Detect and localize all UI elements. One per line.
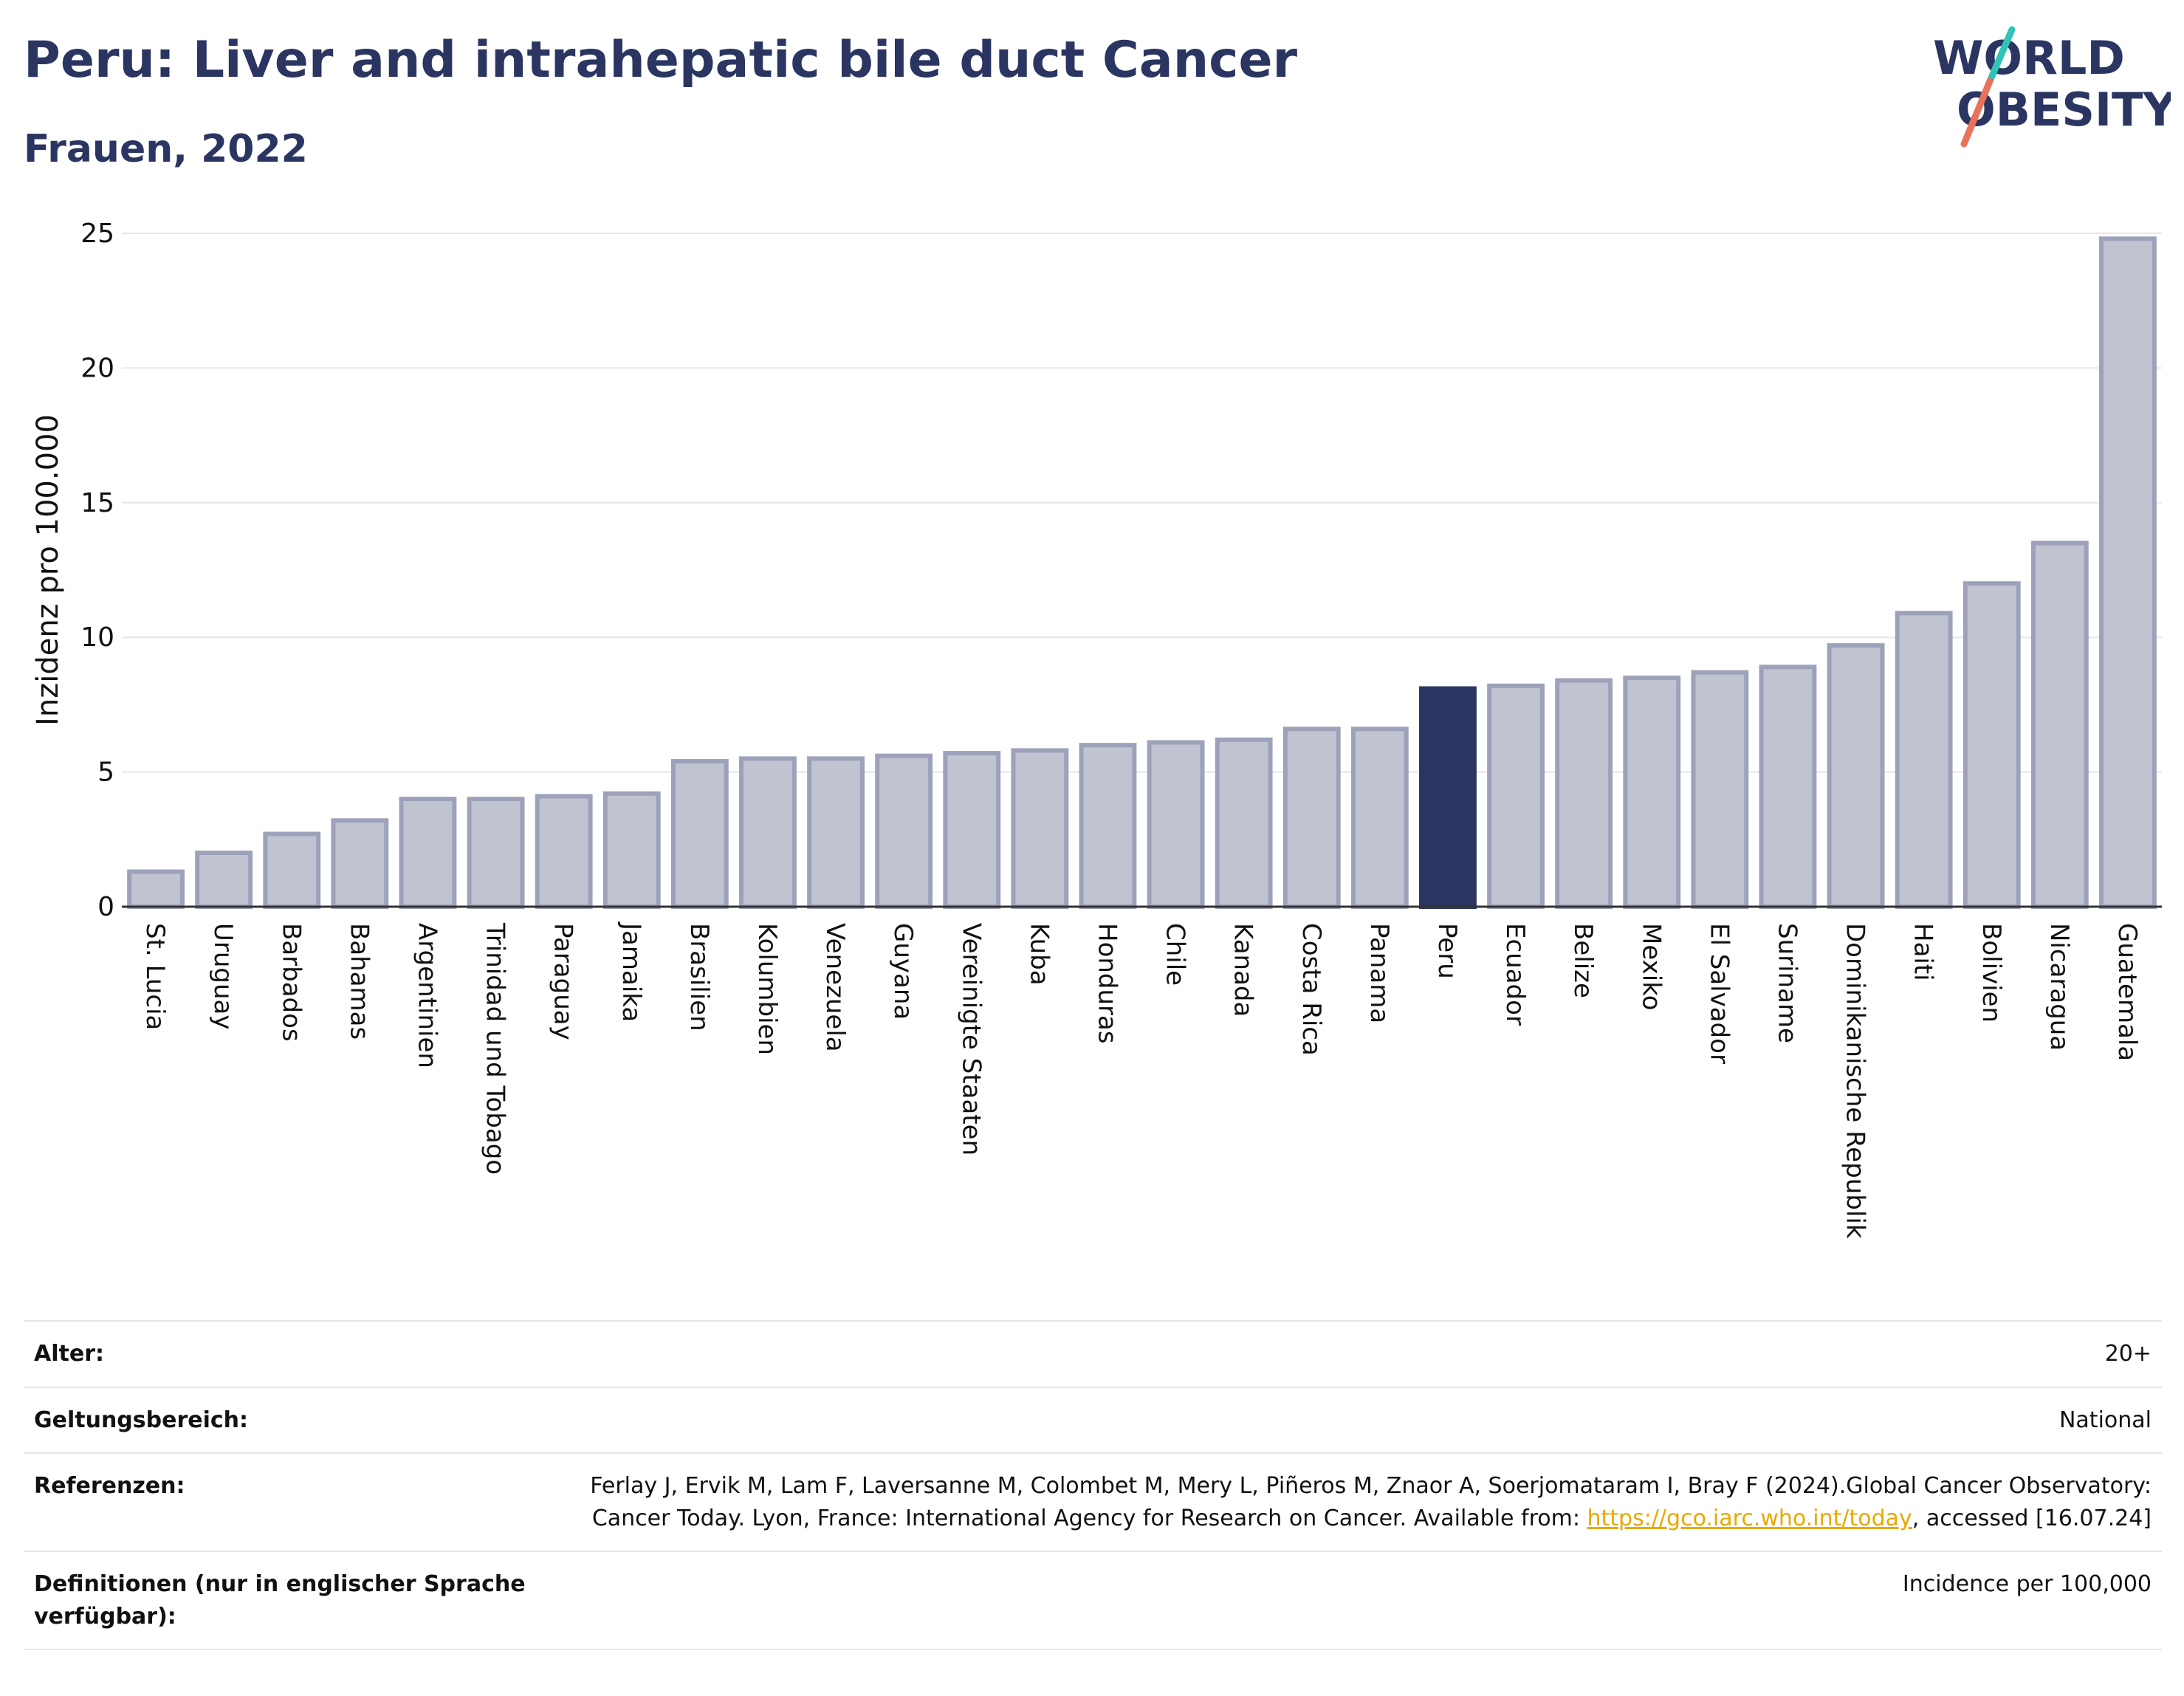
definitions-label: Definitionen (nur in englischer Sprache … (24, 1551, 561, 1650)
bar-brasilien (670, 759, 729, 910)
bar-belize (1555, 678, 1613, 909)
x-tick-label: Paraguay (549, 923, 578, 1040)
logo-slash-teal (1986, 26, 2016, 85)
x-tick-label: St. Lucia (140, 923, 170, 1030)
x-tick-label: Kolumbien (752, 923, 782, 1055)
y-axis-title: Inzidenz pro 100.000 (31, 414, 65, 726)
x-tick-label: Bolivien (1977, 923, 2006, 1023)
bar-uruguay (195, 851, 253, 910)
logo-slash-coral (1960, 78, 1994, 148)
bar-mexiko (1623, 675, 1681, 909)
bar-peru (1419, 686, 1477, 910)
info-row-age: Alter: 20+ (24, 1320, 2162, 1387)
x-tick-label: Barbados (276, 923, 306, 1042)
scope-value: National (561, 1386, 2162, 1453)
bar-bahamas (331, 818, 389, 910)
x-tick-label: Suriname (1772, 923, 1802, 1043)
bar-suriname (1759, 665, 1817, 909)
x-tick-label: Guyana (888, 923, 918, 1020)
bar-dominikanische-republik (1827, 643, 1885, 909)
bar-haiti (1895, 611, 1953, 909)
definitions-value: Incidence per 100,000 (561, 1551, 2162, 1650)
x-tick-label: Venezuela (820, 923, 850, 1052)
bars (127, 236, 2157, 910)
y-tick-label: 20 (80, 353, 114, 383)
bar-vereinigte-staaten (943, 751, 1001, 910)
y-tick-labels: 0 5 10 15 20 25 (80, 219, 114, 922)
references-label: Referenzen: (24, 1452, 561, 1551)
bar-bolivien (1962, 581, 2021, 909)
age-value: 20+ (561, 1320, 2162, 1387)
x-tick-label: Uruguay (208, 923, 238, 1030)
x-tick-label: Kuba (1024, 923, 1054, 986)
bar-chart: 0 5 10 15 20 25 St. Lucia Uruguay Barbados Baham… (31, 219, 2162, 1239)
x-tick-label: Dominikanische Republik (1841, 923, 1870, 1239)
x-tick-label: Jamaika (617, 921, 646, 1022)
bar-kuba (1011, 748, 1069, 910)
bar-venezuela (807, 756, 865, 909)
references-accessed: , accessed [16.07.24] (1912, 1505, 2152, 1531)
info-row-references: Referenzen: Ferlay J, Ervik M, Lam F, La… (24, 1452, 2162, 1551)
x-tick-label: Chile (1161, 923, 1190, 986)
bar-el-salvador (1691, 670, 1749, 910)
x-tick-label: Bahamas (344, 923, 374, 1040)
bar-kanada (1215, 737, 1273, 909)
y-tick-label: 5 (97, 758, 114, 788)
info-table: Alter: 20+ Geltungsbereich: National Ref… (24, 1320, 2162, 1650)
y-tick-label: 10 (80, 622, 114, 653)
bar-kolumbien (739, 756, 797, 909)
bar-guyana (875, 753, 933, 909)
bar-guatemala (2099, 236, 2157, 909)
bar-st-lucia (127, 869, 185, 910)
references-link[interactable]: https://gco.iarc.who.int/today (1587, 1505, 1912, 1531)
world-obesity-logo: WORLD OBESITY (1933, 26, 2171, 148)
scope-label: Geltungsbereich: (24, 1386, 561, 1453)
x-tick-label: Peru (1432, 923, 1462, 979)
x-tick-label: Ecuador (1500, 923, 1530, 1026)
x-tick-label: Nicaragua (2044, 923, 2074, 1051)
x-tick-label: Costa Rica (1297, 923, 1326, 1056)
bar-barbados (263, 831, 321, 910)
y-tick-label: 15 (80, 488, 114, 518)
logo-line1: WORLD (1933, 31, 2125, 85)
page-title: Peru: Liver and intrahepatic bile duct C… (24, 31, 1298, 89)
logo-line2: OBESITY (1957, 83, 2171, 137)
bar-honduras (1079, 743, 1137, 909)
bar-ecuador (1487, 683, 1545, 909)
references-value: Ferlay J, Ervik M, Lam F, Laversanne M, … (561, 1452, 2162, 1551)
bar-costa-rica (1282, 727, 1341, 909)
x-tick-label: Honduras (1092, 923, 1122, 1044)
x-tick-label: Guatemala (2112, 923, 2142, 1061)
y-tick-label: 0 (97, 892, 114, 922)
info-row-definitions: Definitionen (nur in englischer Sprache … (24, 1551, 2162, 1650)
x-tick-labels: St. Lucia Uruguay Barbados Bahamas Argentini… (140, 921, 2142, 1239)
x-tick-label: El Salvador (1704, 923, 1734, 1064)
info-row-scope: Geltungsbereich: National (24, 1386, 2162, 1453)
bar-argentinien (399, 797, 457, 909)
x-tick-label: Trinidad und Tobago (481, 922, 510, 1175)
bar-paraguay (535, 794, 593, 909)
bar-nicaragua (2030, 540, 2089, 910)
bar-chile (1147, 740, 1205, 909)
grid-lines (122, 233, 2162, 773)
x-tick-label: Argentinien (412, 923, 442, 1068)
x-tick-label: Panama (1364, 923, 1394, 1023)
bar-panama (1350, 727, 1409, 909)
x-tick-label: Kanada (1229, 923, 1258, 1017)
x-tick-label: Belize (1568, 923, 1598, 998)
x-tick-label: Mexiko (1636, 923, 1666, 1011)
x-tick-label: Vereinigte Staaten (956, 923, 986, 1156)
x-tick-label: Haiti (1909, 923, 1938, 981)
age-label: Alter: (24, 1320, 561, 1387)
x-tick-label: Brasilien (684, 923, 714, 1031)
references-text: Ferlay J, Ervik M, Lam F, Laversanne M, … (590, 1473, 2152, 1531)
page-subtitle: Frauen, 2022 (24, 127, 308, 171)
bar-jamaika (602, 791, 661, 910)
bar-trinidad-und-tobago (467, 797, 525, 909)
y-tick-label: 25 (80, 219, 114, 249)
